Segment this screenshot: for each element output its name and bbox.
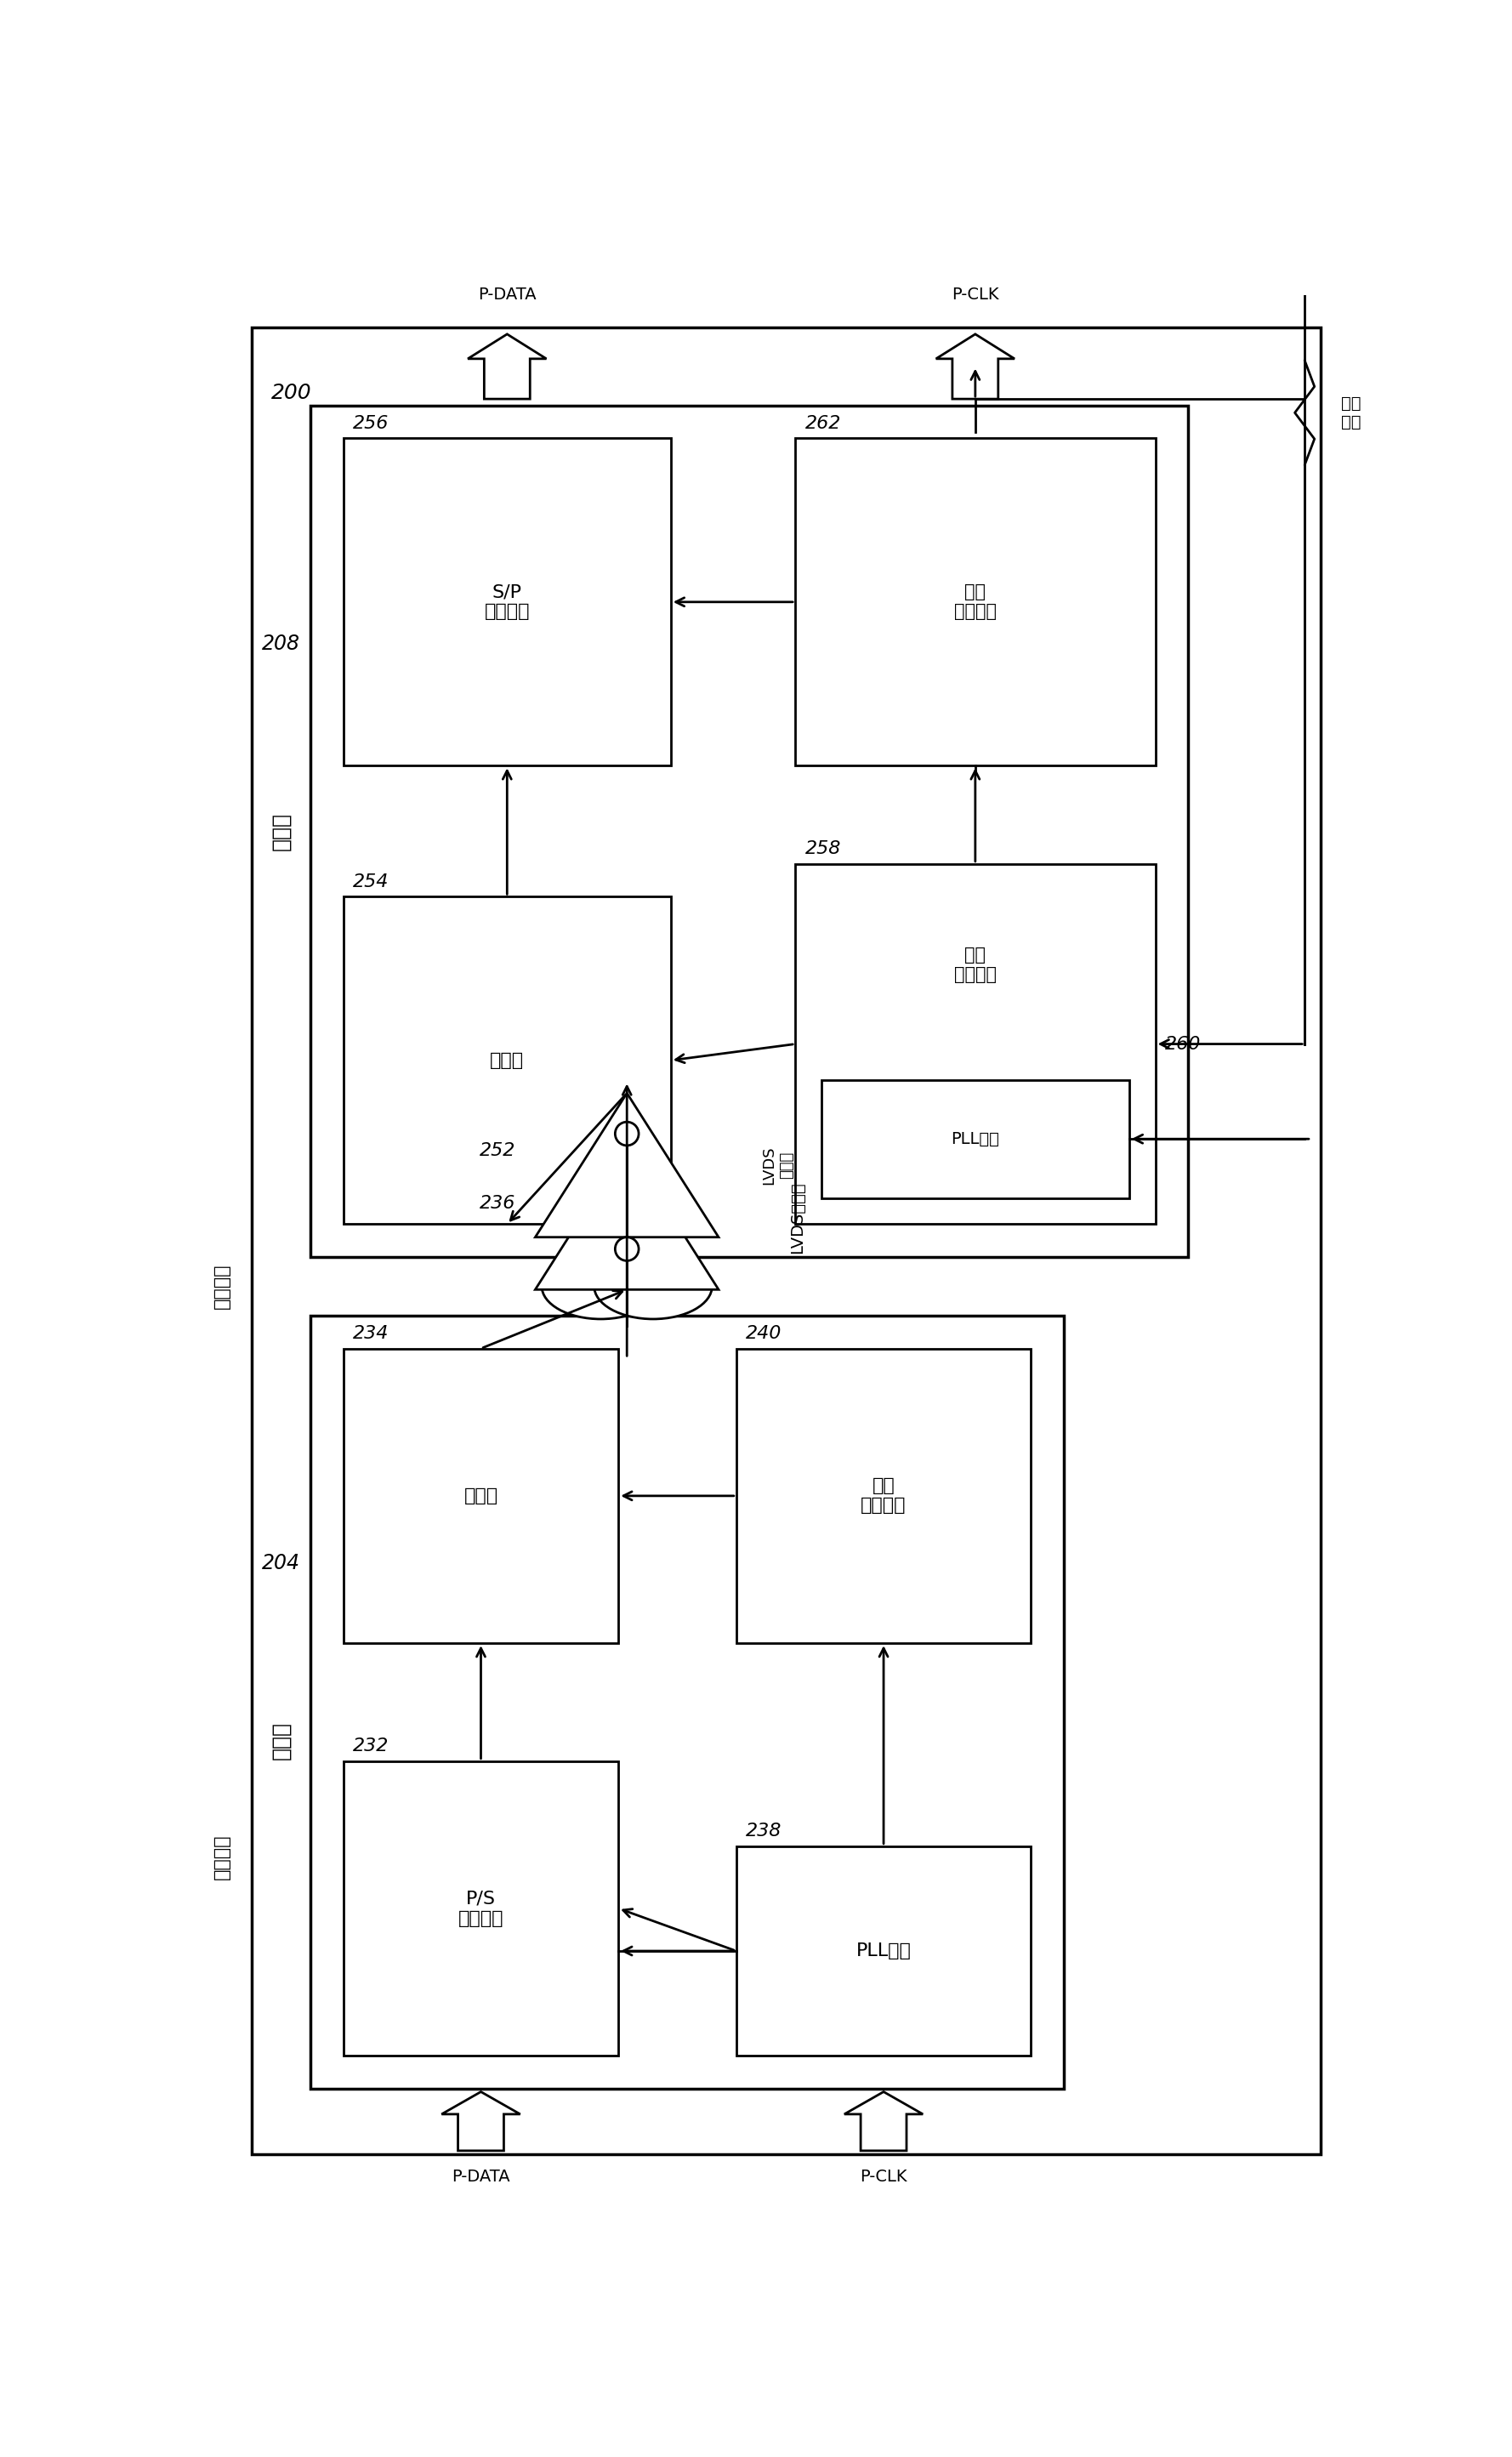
Ellipse shape	[541, 1253, 659, 1319]
Text: 236: 236	[479, 1194, 516, 1211]
Ellipse shape	[594, 1253, 712, 1319]
Bar	[310, 1317, 1063, 2088]
Bar	[310, 405, 1188, 1258]
Text: P-CLK: P-CLK	[951, 287, 999, 302]
Text: S/P
转换单元: S/P 转换单元	[484, 585, 529, 619]
Polygon shape	[936, 334, 1015, 398]
Text: 定时
控制单元: 定时 控制单元	[860, 1477, 906, 1514]
Text: P-CLK: P-CLK	[860, 2170, 907, 2184]
Text: LVDS驱动器: LVDS驱动器	[789, 1182, 806, 1253]
Text: P-DATA: P-DATA	[478, 287, 537, 302]
Bar	[736, 1349, 1031, 1644]
Text: 208: 208	[262, 634, 301, 654]
Circle shape	[615, 1238, 638, 1260]
Polygon shape	[442, 2091, 520, 2150]
Text: 262: 262	[804, 415, 841, 432]
Text: 时钟
再生单元: 时钟 再生单元	[954, 946, 996, 983]
Text: 234: 234	[354, 1324, 389, 1342]
Text: 解码器: 解码器	[490, 1052, 525, 1069]
Text: 204: 204	[262, 1553, 301, 1572]
Bar	[795, 437, 1155, 767]
Polygon shape	[844, 2091, 922, 2150]
Circle shape	[615, 1123, 638, 1145]
Text: 258: 258	[804, 840, 841, 857]
Text: 252: 252	[479, 1143, 516, 1160]
Text: 232: 232	[354, 1737, 389, 1754]
Text: P/S
转换单元: P/S 转换单元	[458, 1889, 503, 1926]
Polygon shape	[535, 1145, 718, 1290]
Text: 254: 254	[354, 872, 389, 889]
Text: 定时
控制单元: 定时 控制单元	[954, 585, 996, 619]
Text: 240: 240	[745, 1324, 782, 1342]
Bar	[343, 1349, 618, 1644]
Text: PLL单元: PLL单元	[856, 1943, 912, 1961]
Bar	[343, 897, 671, 1224]
Polygon shape	[535, 1093, 718, 1238]
Text: 解串器: 解串器	[271, 811, 292, 850]
Text: 串行信号: 串行信号	[213, 1263, 231, 1310]
Text: 串化器: 串化器	[271, 1722, 292, 1759]
Text: 256: 256	[354, 415, 389, 432]
Text: 基准
时钟: 基准 时钟	[1341, 396, 1361, 430]
Text: PLL单元: PLL单元	[951, 1130, 999, 1147]
Text: 移动终端: 移动终端	[213, 1833, 231, 1880]
Text: LVDS
接收器: LVDS 接收器	[761, 1145, 794, 1184]
Text: 200: 200	[271, 383, 311, 403]
Bar	[343, 1762, 618, 2057]
Bar	[343, 437, 671, 767]
Text: 260: 260	[1166, 1034, 1201, 1052]
Bar	[821, 1081, 1129, 1199]
Text: P-DATA: P-DATA	[452, 2170, 510, 2184]
Text: 编码器: 编码器	[464, 1486, 497, 1504]
Text: 238: 238	[745, 1823, 782, 1840]
Polygon shape	[467, 334, 546, 398]
Bar	[795, 865, 1155, 1224]
Bar	[736, 1845, 1031, 2057]
